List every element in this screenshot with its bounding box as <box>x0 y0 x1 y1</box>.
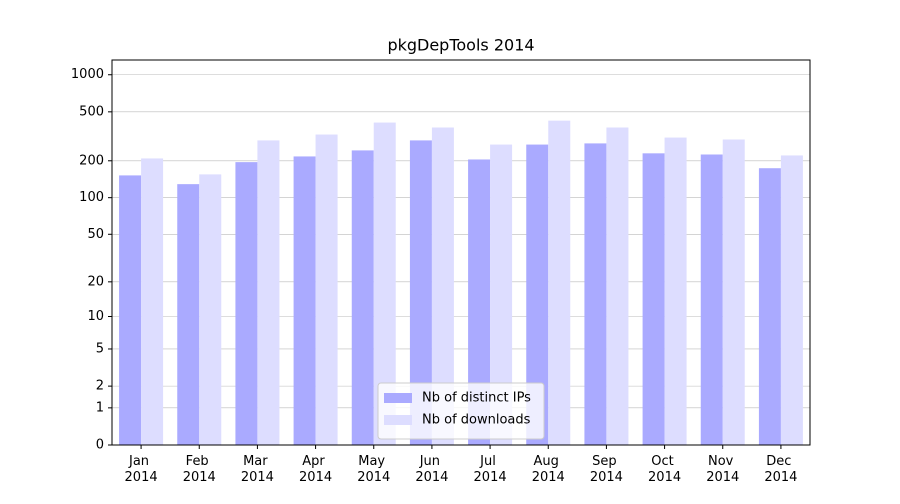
bar <box>642 153 665 445</box>
x-tick-label: Dec 2014 <box>764 454 797 485</box>
x-tick-label: Mar 2014 <box>241 454 274 485</box>
bar <box>526 144 549 445</box>
bar <box>584 143 607 446</box>
bar <box>700 154 723 446</box>
legend-label: Nb of downloads <box>422 413 531 428</box>
x-tick-label: May 2014 <box>357 454 390 485</box>
bar <box>119 175 142 446</box>
y-tick-label: 200 <box>79 153 104 168</box>
plot-frame <box>111 59 811 446</box>
bar <box>141 158 164 445</box>
x-tick-label: Feb 2014 <box>183 454 216 485</box>
y-tick-label: 5 <box>96 341 104 356</box>
bar <box>722 139 745 445</box>
bar <box>758 168 781 446</box>
bar <box>373 122 396 445</box>
x-tick-label: Sep 2014 <box>590 454 623 485</box>
bar <box>409 140 432 446</box>
bar <box>548 120 571 445</box>
bar <box>235 162 258 446</box>
x-tick-label: Jan 2014 <box>125 454 158 485</box>
bar <box>431 127 454 446</box>
bar <box>490 144 513 445</box>
legend-swatch <box>384 393 412 403</box>
x-tick-label: Aug 2014 <box>532 454 565 485</box>
x-tick-label: Apr 2014 <box>299 454 332 485</box>
y-tick-label: 50 <box>87 227 104 242</box>
bar <box>780 155 803 446</box>
y-tick-label: 100 <box>79 190 104 205</box>
bar <box>177 184 200 445</box>
legend-box <box>377 382 545 440</box>
legend-label: Nb of distinct IPs <box>422 391 531 406</box>
y-tick-label: 10 <box>87 309 104 324</box>
bar <box>257 140 280 446</box>
y-tick-label: 1000 <box>71 67 104 82</box>
bar <box>351 150 374 445</box>
x-tick-label: Jun 2014 <box>415 454 448 485</box>
bar <box>199 174 222 446</box>
legend-swatch <box>384 415 412 425</box>
y-tick-label: 500 <box>79 104 104 119</box>
y-tick-label: 1 <box>96 400 104 415</box>
x-tick-label: Nov 2014 <box>706 454 739 485</box>
x-tick-label: Oct 2014 <box>648 454 681 485</box>
x-tick-label: Jul 2014 <box>474 454 507 485</box>
chart-title: pkgDepTools 2014 <box>387 36 534 55</box>
bar <box>293 156 316 445</box>
bar <box>468 159 491 445</box>
bar <box>606 127 629 446</box>
bar <box>315 134 338 446</box>
y-tick-label: 20 <box>87 274 104 289</box>
y-tick-label: 0 <box>96 438 104 453</box>
y-tick-label: 2 <box>96 379 104 394</box>
bar <box>664 137 687 445</box>
